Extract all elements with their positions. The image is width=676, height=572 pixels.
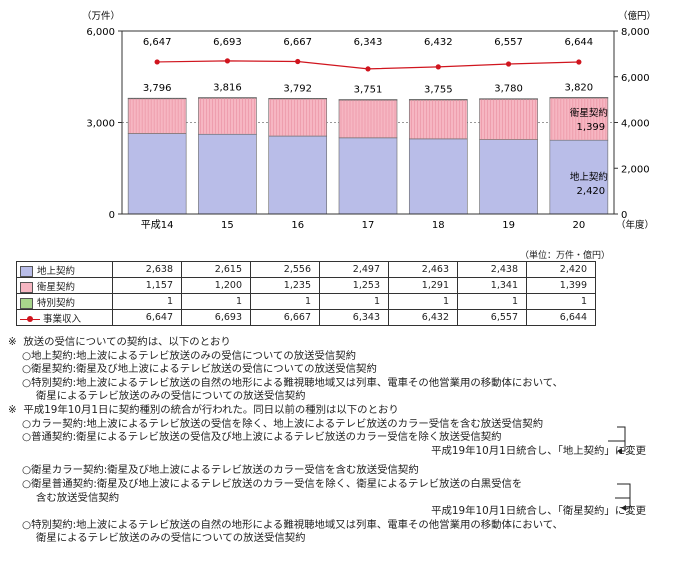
right-tick-label: 6,000 [621, 73, 650, 84]
table-cell: 6,343 [319, 309, 389, 326]
right-axis-unit: （億円） [618, 10, 656, 22]
legend-swatch [20, 265, 33, 277]
in-bar-label-value: 1,399 [577, 122, 606, 133]
revenue-point [365, 66, 371, 72]
x-tick-label: 17 [362, 220, 375, 231]
revenue-point [154, 59, 160, 65]
revenue-label: 6,693 [213, 37, 242, 48]
note2-item: 衛星によるテレビ放送のみの受信についての放送受信契約 [36, 532, 306, 545]
merge-note-1: 平成19年10月1日統合し、「地上契約」に変更 [431, 444, 646, 457]
legend-label: 事業収入 [43, 313, 82, 325]
table-cell: 6,644 [526, 309, 596, 326]
revenue-point [435, 64, 441, 70]
in-bar-label-name: 地上契約 [570, 171, 608, 183]
note1-item: ○衛星契約:衛星及び地上波によるテレビ放送の受信についての放送受信契約 [22, 363, 377, 376]
revenue-point [224, 58, 231, 64]
bar-total-label: 3,792 [283, 83, 312, 94]
note2-item: ○カラー契約:地上波によるテレビ放送の受信を除く、地上波によるテレビ放送のカラー… [22, 417, 544, 430]
note2-header: ※ 平成19年10月1日に契約種別の統合が行われた。同日以前の種別は以下のとおり [8, 404, 672, 418]
table-cell: 6,647 [112, 309, 182, 326]
bar-total-label: 3,820 [565, 82, 594, 93]
left-tick-label: 6,000 [86, 27, 115, 38]
note1-item: ○地上契約:地上波によるテレビ放送のみの受信についての放送受信契約 [22, 349, 357, 362]
right-tick-label: 0 [621, 210, 627, 221]
table-cell: 6,432 [388, 309, 458, 326]
x-tick-label: 16 [291, 220, 304, 231]
bar-segment [198, 133, 257, 215]
bar-total-label: 3,751 [354, 85, 383, 96]
left-axis-unit: （万件） [82, 10, 120, 22]
note-mark: ※ [8, 336, 17, 348]
legend-swatch [20, 297, 33, 309]
right-tick-label: 4,000 [621, 119, 650, 130]
legend-label: 衛星契約 [37, 281, 76, 293]
bar-total-label: 3,816 [213, 83, 242, 94]
note2-item: ○衛星カラー契約:衛星及び地上波によるテレビ放送のカラー受信を含む放送受信契約 [22, 464, 419, 477]
bar-segment [479, 139, 538, 215]
legend-line-marker [20, 315, 40, 324]
legend-swatch [20, 281, 33, 293]
left-tick-label: 0 [109, 210, 115, 221]
note1-item: ○特別契約:地上波によるテレビ放送の自然の地形による難視聴地域又は列車、電車その… [22, 376, 564, 389]
bar-segment [408, 138, 468, 215]
data-table: 地上契約 2,638 2,615 2,556 2,497 2,463 2,438 2,420 衛… [16, 261, 596, 326]
revenue-label: 6,647 [143, 37, 172, 48]
x-tick-label: 15 [221, 220, 234, 231]
table-row: 地上契約 2,638 2,615 2,556 2,497 2,463 2,438 2,420 [16, 261, 596, 278]
table-row: 事業収入 6,647 6,693 6,667 6,343 6,432 6,557 6,644 [16, 309, 596, 326]
merge-note-2: 平成19年10月1日統合し、「衛星契約」に変更 [431, 505, 646, 518]
right-tick-label: 2,000 [621, 164, 650, 175]
bar-segment [338, 137, 398, 215]
table-row-label: 事業収入 [16, 309, 113, 326]
table-row-label: 地上契約 [16, 261, 113, 278]
revenue-label: 6,667 [283, 37, 312, 48]
legend-label: 特別契約 [37, 297, 76, 309]
note-mark: ※ [8, 403, 17, 416]
note1-item: 衛星によるテレビ放送のみの受信についての放送受信契約 [36, 390, 306, 403]
stacked-bar-line-chart: 0 3,000 6,000 0 2,000 4,000 6,000 8,000 （万件） （億円）… [82, 10, 656, 231]
note2-head: 平成19年10月1日に契約種別の統合が行われた。同日以前の種別は以下のとおり [23, 403, 399, 416]
bar-total-label: 3,755 [424, 84, 453, 95]
revenue-label: 6,644 [565, 37, 594, 48]
revenue-label: 6,557 [494, 37, 523, 48]
in-bar-label-value: 2,420 [577, 186, 606, 197]
bar-total-label: 3,780 [494, 84, 523, 95]
revenue-point [295, 58, 301, 65]
note1-head: 放送の受信についての契約は、以下のとおり [23, 336, 231, 348]
left-tick-label: 3,000 [86, 119, 115, 130]
note1-header: ※ 放送の受信についての契約は、以下のとおり [8, 336, 672, 350]
revenue-point [576, 59, 582, 65]
bar-segment [268, 135, 328, 215]
x-tick-label: 19 [502, 220, 515, 231]
notes: ※ 放送の受信についての契約は、以下のとおり ○地上契約:地上波によるテレビ放送… [8, 336, 672, 546]
x-tick-label: 平成14 [141, 219, 174, 231]
revenue-label: 6,343 [354, 37, 383, 48]
right-tick-label: 8,000 [621, 27, 650, 38]
table-unit-note: （単位：万件・億円） [520, 251, 611, 261]
x-tick-label: 20 [572, 220, 585, 231]
revenue-point [505, 61, 512, 67]
note2-item: 含む放送受信契約 [36, 491, 120, 504]
note2-item: ○衛星普通契約:衛星及び地上波によるテレビ放送のカラー受信を除く、衛星によるテレ… [22, 477, 523, 490]
bar-segment [549, 139, 609, 215]
in-bar-label-name: 衛星契約 [570, 107, 608, 119]
note2-item: ○特別契約:地上波によるテレビ放送の自然の地形による難視聴地域又は列車、電車その… [22, 518, 564, 531]
note2-item: ○普通契約:衛星によるテレビ放送の受信及び地上波によるテレビ放送のカラー受信を除… [22, 431, 502, 444]
revenue-label: 6,432 [424, 37, 453, 48]
bar-total-label: 3,796 [143, 83, 172, 94]
x-tick-label: 18 [432, 220, 445, 231]
table-row: 特別契約 1 1 1 1 1 1 1 [16, 293, 596, 310]
x-axis-unit: （年度） [616, 219, 654, 231]
legend-label: 地上契約 [37, 265, 76, 277]
